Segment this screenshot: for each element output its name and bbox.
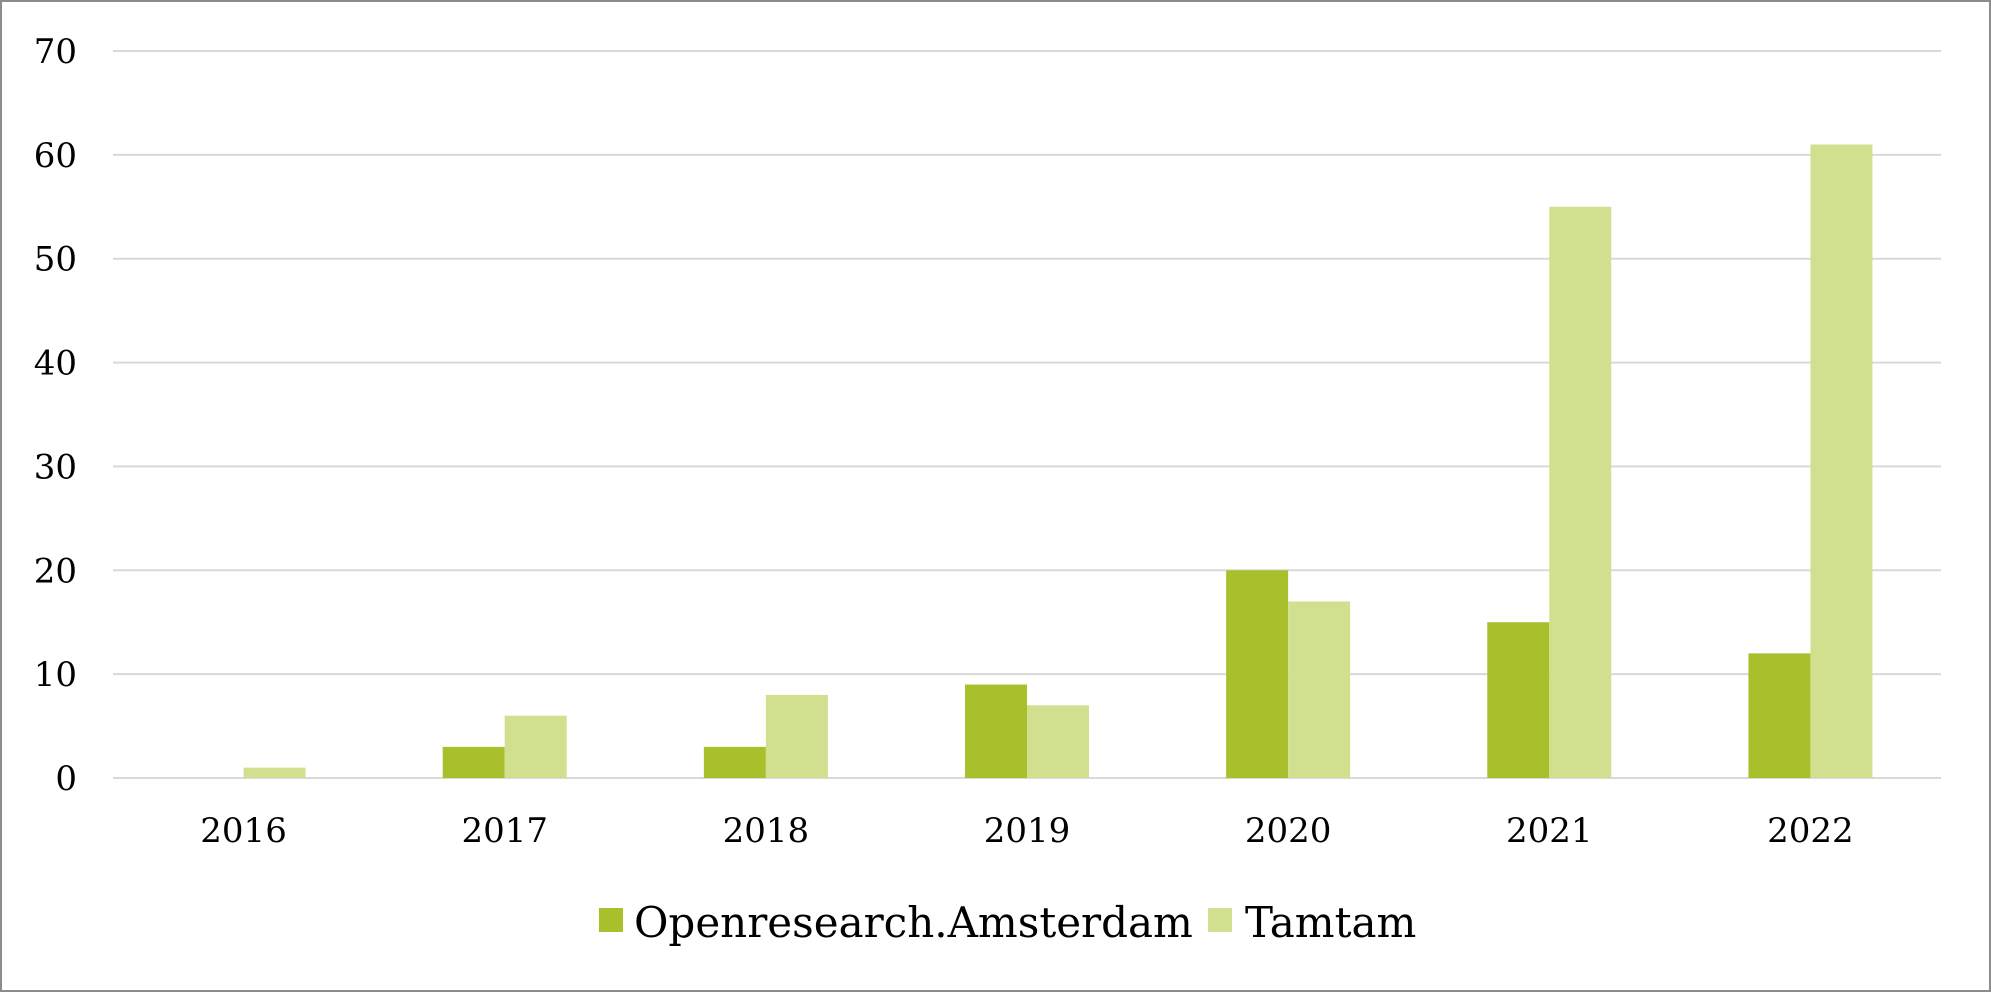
legend-label-tamtam: Tamtam: [1245, 898, 1416, 947]
x-tick-label: 2017: [461, 811, 548, 851]
bars: [243, 144, 1873, 779]
legend-swatch-tamtam: [1208, 908, 1232, 932]
y-tick-label: 40: [34, 344, 77, 384]
bar-tamtam-2020: [1288, 601, 1351, 778]
bar-tamtam-2017: [504, 715, 567, 778]
bar-openresearch-2021: [1487, 622, 1550, 778]
x-tick-label: 2016: [200, 811, 287, 851]
y-tick-label: 0: [55, 759, 77, 799]
bar-tamtam-2019: [1027, 705, 1089, 778]
bar-tamtam-2016: [243, 767, 306, 778]
bar-openresearch-2020: [1226, 570, 1289, 778]
legend-label-openresearch: Openresearch.Amsterdam: [634, 898, 1193, 947]
x-tick-label: 2022: [1767, 811, 1854, 851]
x-tick-label: 2019: [984, 811, 1071, 851]
x-tick-label: 2021: [1506, 811, 1593, 851]
bar-openresearch-2017: [442, 746, 505, 778]
y-tick-label: 60: [34, 136, 77, 176]
x-tick-label: 2020: [1245, 811, 1332, 851]
y-tick-label: 50: [34, 240, 77, 280]
bar-tamtam-2018: [765, 694, 828, 778]
x-axis: 2016 2017 2018 2019 2020 2021 2022: [200, 811, 1853, 851]
legend-swatch-openresearch: [599, 908, 623, 932]
x-tick-label: 2018: [723, 811, 810, 851]
y-axis: 0 10 20 30 40 50 60 70: [34, 32, 77, 799]
bar-openresearch-2022: [1748, 653, 1811, 778]
bar-openresearch-2018: [703, 746, 766, 778]
y-tick-label: 10: [34, 655, 77, 695]
legend: Openresearch.Amsterdam Tamtam: [599, 898, 1416, 947]
bar-tamtam-2022: [1810, 144, 1873, 778]
y-tick-label: 30: [34, 447, 77, 487]
gridlines: [113, 50, 1941, 779]
bar-tamtam-2021: [1549, 206, 1612, 779]
y-tick-label: 70: [34, 32, 77, 72]
y-tick-label: 20: [34, 551, 77, 591]
bar-openresearch-2019: [965, 684, 1027, 778]
